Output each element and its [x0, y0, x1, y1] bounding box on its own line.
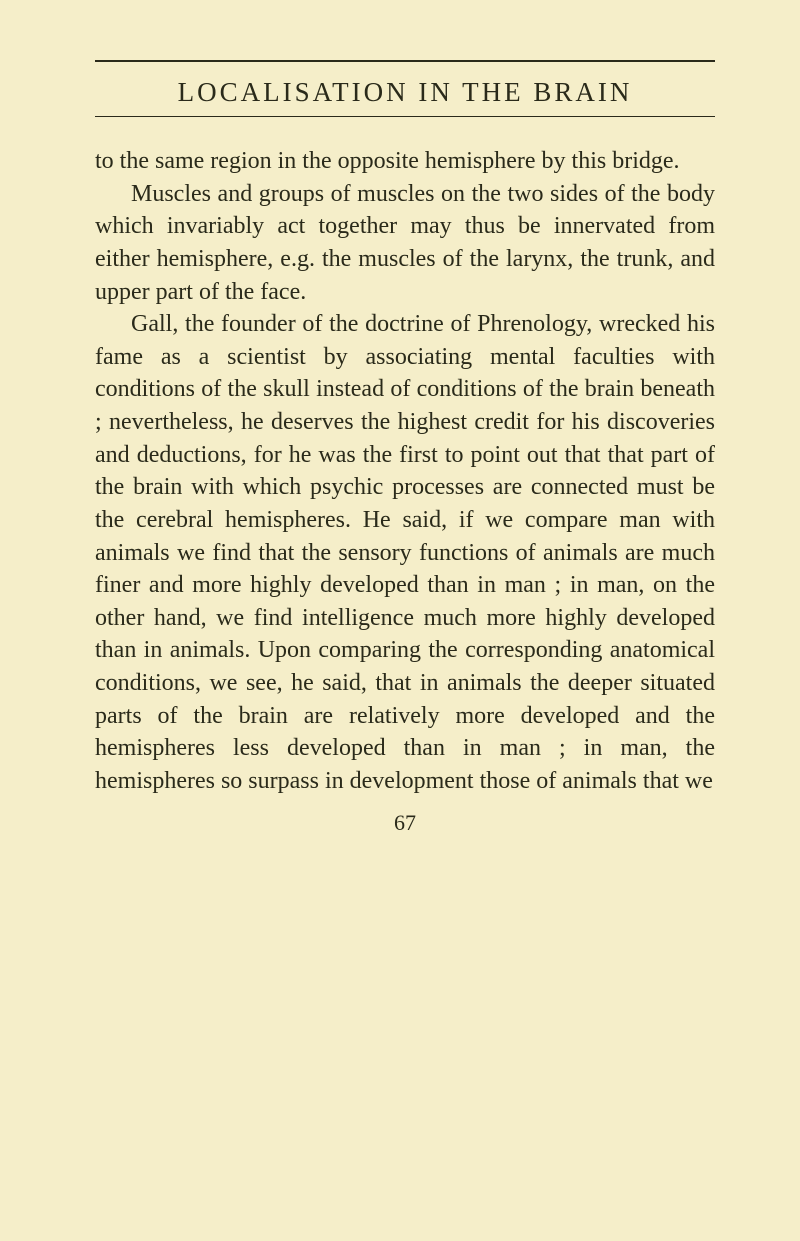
top-horizontal-rule — [95, 60, 715, 62]
page-container: LOCALISATION IN THE BRAIN to the same re… — [95, 60, 715, 836]
bottom-horizontal-rule — [95, 116, 715, 117]
paragraph-3: Gall, the founder of the doctrine of Phr… — [95, 308, 715, 797]
page-number: 67 — [95, 810, 715, 836]
body-text: to the same region in the opposite hemis… — [95, 145, 715, 798]
chapter-title: LOCALISATION IN THE BRAIN — [95, 72, 715, 116]
paragraph-2: Muscles and groups of muscles on the two… — [95, 178, 715, 309]
paragraph-1: to the same region in the opposite hemis… — [95, 145, 715, 178]
